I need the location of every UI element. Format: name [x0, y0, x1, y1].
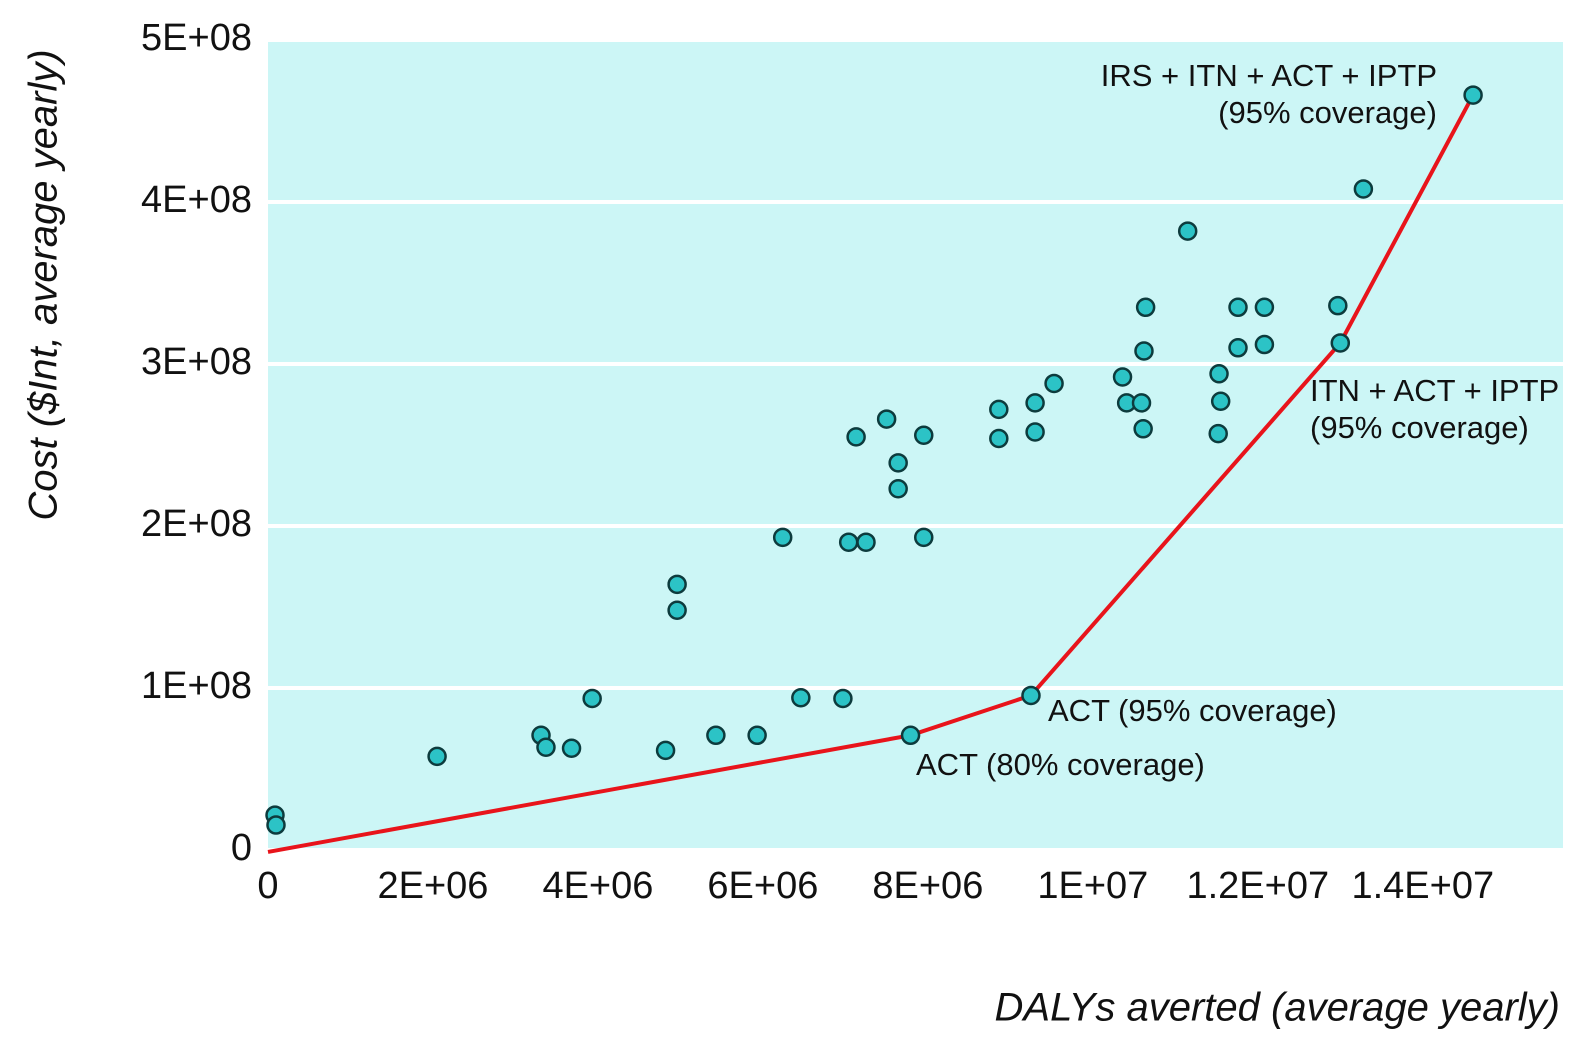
x-tick-label: 2E+06 — [377, 865, 488, 907]
y-tick-label: 5E+08 — [141, 17, 252, 59]
scatter-point — [888, 453, 908, 473]
scatter-point — [667, 600, 687, 620]
scatter-point — [1131, 393, 1152, 413]
annotation: (95% coverage) — [1218, 95, 1437, 130]
annotation: (95% coverage) — [1310, 410, 1529, 445]
x-tick-label: 1.4E+07 — [1351, 865, 1494, 907]
scatter-point — [582, 688, 602, 709]
scatter-point — [706, 725, 726, 746]
x-tick-label: 8E+06 — [872, 865, 983, 907]
scatter-point — [772, 527, 793, 548]
scatter-point — [536, 737, 556, 758]
y-axis-title: Cost ($Int, average yearly) — [22, 49, 66, 520]
x-tick-label: 0 — [257, 865, 278, 907]
scatter-point — [266, 815, 286, 835]
x-tick-label: 1E+07 — [1037, 865, 1148, 907]
scatter-point — [913, 425, 934, 446]
scatter-point — [1025, 422, 1045, 442]
x-tick-label: 4E+06 — [542, 865, 653, 907]
annotation: ACT (80% coverage) — [916, 747, 1205, 782]
annotation: ACT (95% coverage) — [1048, 693, 1337, 728]
scatter-point — [561, 738, 582, 759]
scatter-point — [856, 532, 876, 552]
scatter-point — [1254, 297, 1275, 318]
scatter-point — [989, 399, 1009, 420]
x-tick-label: 1.2E+07 — [1186, 865, 1329, 907]
annotation: ITN + ACT + IPTP — [1310, 373, 1559, 408]
scatter-point — [791, 687, 811, 708]
scatter-point — [989, 428, 1009, 449]
scatter-point — [1135, 297, 1156, 318]
scatter-point — [1112, 367, 1133, 387]
scatter-point — [1209, 363, 1229, 384]
x-axis-title: DALYs averted (average yearly) — [995, 986, 1560, 1030]
scatter-point — [833, 688, 853, 709]
y-tick-label: 4E+08 — [141, 179, 252, 221]
scatter-point — [838, 532, 859, 552]
scatter-point — [913, 527, 934, 548]
scatter-point — [1228, 338, 1248, 358]
scatter-point — [1328, 295, 1348, 316]
scatter-point — [1044, 373, 1064, 394]
y-tick-label: 2E+08 — [141, 503, 252, 545]
y-tick-label: 3E+08 — [141, 341, 252, 383]
annotation: IRS + ITN + ACT + IPTP — [1101, 58, 1437, 93]
x-tick-label: 6E+06 — [707, 865, 818, 907]
scatter-point — [1025, 393, 1045, 413]
scatter-point — [1177, 221, 1198, 241]
scatter-point — [1463, 85, 1483, 105]
plot-background — [268, 38, 1563, 852]
scatter-point — [655, 740, 676, 761]
scatter-point — [1353, 179, 1374, 199]
scatter-point — [1133, 419, 1153, 439]
y-tick-label: 1E+08 — [141, 665, 252, 707]
scatter-point — [1134, 341, 1154, 361]
scatter-point — [1210, 391, 1231, 412]
scatter-point — [876, 409, 897, 429]
scatter-point — [667, 574, 687, 595]
scatter-point — [1254, 334, 1275, 355]
scatter-point — [1228, 297, 1248, 318]
scatter-point — [1330, 333, 1351, 353]
scatter-point — [888, 478, 908, 499]
scatter-point — [427, 746, 447, 767]
scatter-point — [1208, 423, 1228, 444]
scatter-point — [1021, 685, 1041, 706]
scatter-point — [900, 725, 921, 746]
scatter-point — [747, 725, 767, 746]
scatter-point — [846, 427, 866, 447]
y-tick-label: 0 — [231, 827, 252, 869]
